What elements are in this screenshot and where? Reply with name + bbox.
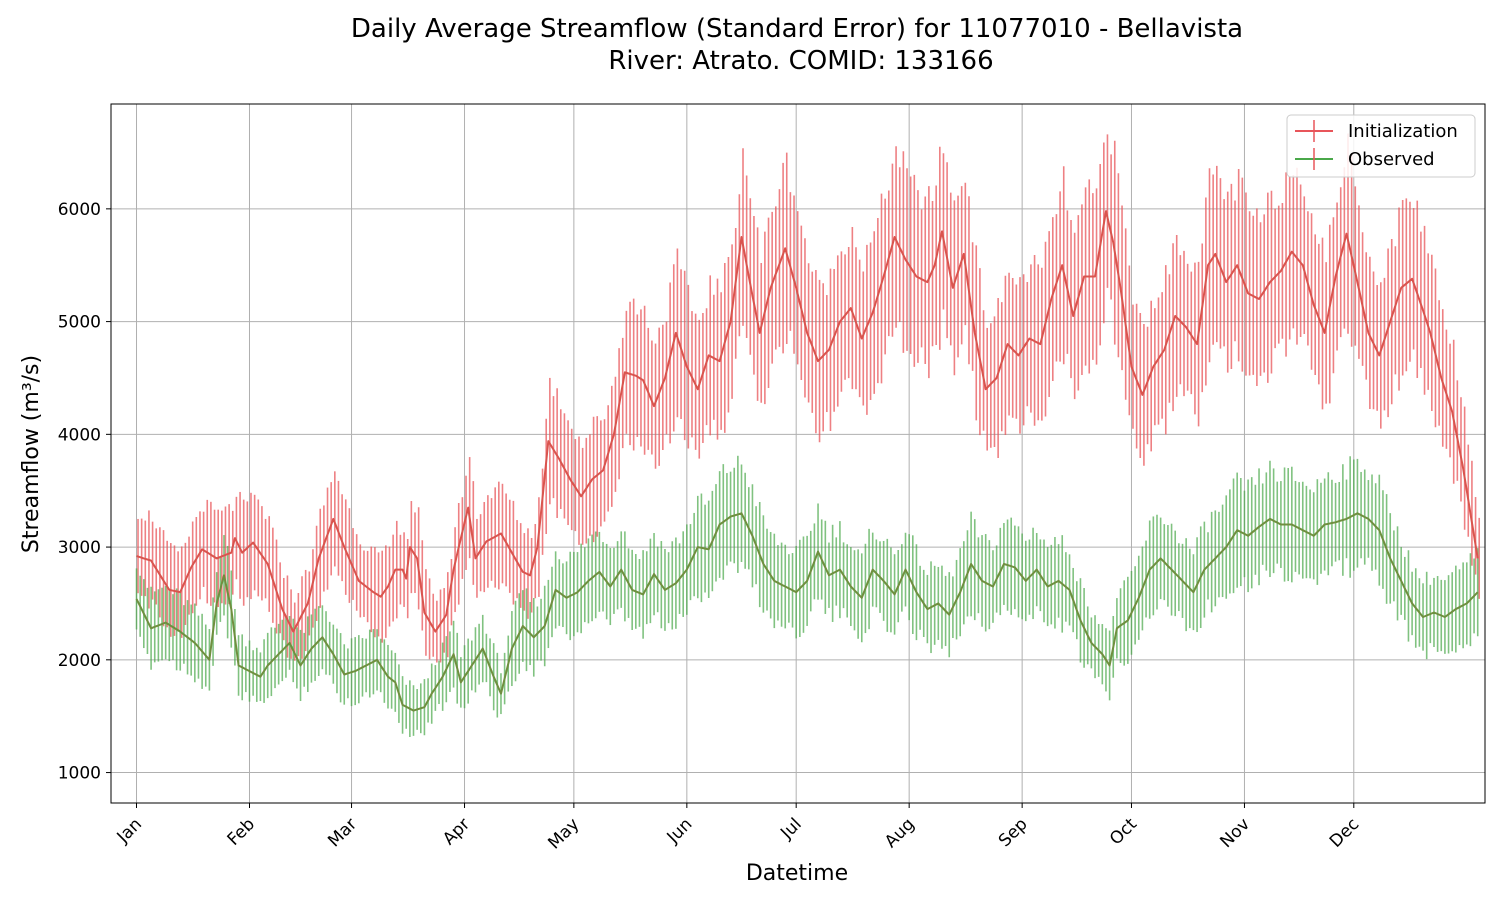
x-tick-label-jan: Jan <box>113 814 146 847</box>
x-tick-label-jul: Jul <box>776 814 805 843</box>
legend-label-observed: Observed <box>1348 149 1435 170</box>
y-tick-label: 4000 <box>58 425 101 445</box>
initialization-error-bars <box>137 133 1481 663</box>
x-tick-label-apr: Apr <box>439 814 474 849</box>
y-axis-ticks: 1000 2000 3000 4000 5000 6000 <box>58 200 111 784</box>
x-axis-ticks: Jan Feb Mar Apr May Jun Jul Aug Sep Oct Nov Dec <box>113 803 1363 853</box>
y-tick-label: 2000 <box>58 651 101 671</box>
y-tick-label: 3000 <box>58 538 101 558</box>
y-tick-label: 1000 <box>58 764 101 784</box>
legend-box <box>1286 114 1476 178</box>
y-axis-label: Streamflow (m³/s) <box>19 355 44 553</box>
x-tick-label-sep: Sep <box>995 814 1032 851</box>
x-tick-label-jun: Jun <box>663 814 697 848</box>
x-tick-label-oct: Oct <box>1106 814 1141 849</box>
legend-label-initialization: Initialization <box>1348 121 1458 142</box>
plot-frame <box>110 103 1486 804</box>
x-tick-label-dec: Dec <box>1326 814 1363 851</box>
x-tick-label-mar: Mar <box>324 814 361 851</box>
chart-title-line1: Daily Average Streamflow (Standard Error… <box>351 14 1243 44</box>
x-tick-label-may: May <box>544 814 583 853</box>
x-tick-label-nov: Nov <box>1216 814 1254 852</box>
y-tick-label: 5000 <box>58 313 101 333</box>
x-tick-label-feb: Feb <box>224 814 259 849</box>
observed-line <box>135 512 1479 712</box>
chart-title-line2: River: Atrato. COMID: 133166 <box>608 46 993 76</box>
x-tick-label-aug: Aug <box>881 814 919 852</box>
legend: Initialization Observed <box>1286 114 1476 178</box>
series-lines <box>135 210 1479 712</box>
x-axis-label: Datetime <box>746 861 848 886</box>
y-tick-label: 6000 <box>58 200 101 220</box>
observed-error-bars <box>135 455 1479 737</box>
initialization-line <box>136 210 1479 633</box>
